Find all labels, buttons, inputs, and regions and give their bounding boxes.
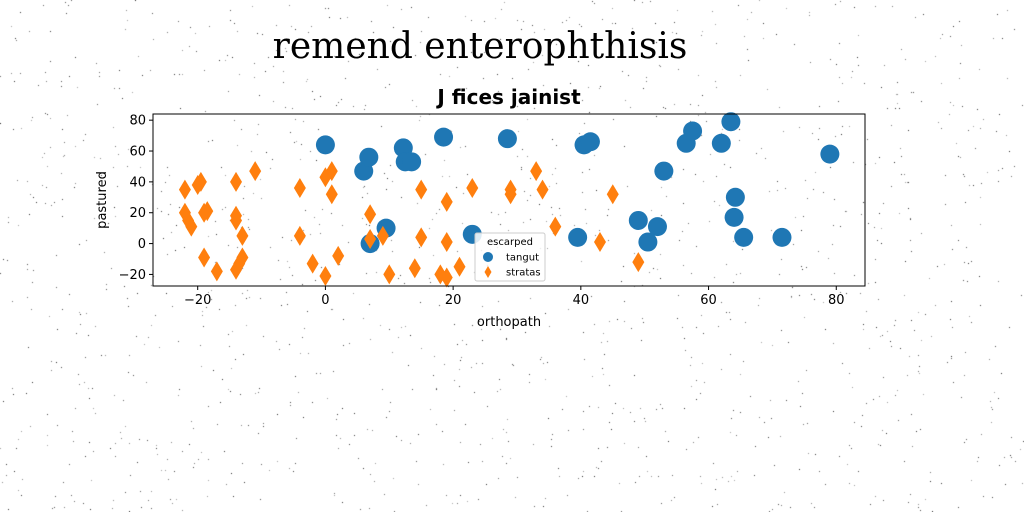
data-point-stratas (306, 253, 319, 274)
y-axis-ticks: −20 0 20 40 60 80 (119, 114, 153, 283)
legend-marker-stratas (484, 266, 492, 278)
x-tick-label: 80 (828, 293, 845, 308)
data-point-stratas (383, 264, 396, 285)
data-point-stratas (504, 179, 517, 200)
data-point-stratas (415, 179, 428, 200)
y-tick-label: 40 (129, 175, 146, 190)
data-point-stratas (593, 232, 606, 253)
data-point-stratas (230, 210, 243, 231)
x-axis-label: orthopath (477, 315, 541, 330)
y-tick-label: 0 (138, 237, 146, 252)
axes-frame (152, 113, 866, 287)
y-tick-label: 20 (129, 206, 146, 221)
data-point-tangut (638, 232, 658, 252)
data-point-tangut (359, 147, 379, 167)
figure-suptitle: remend enterophthisis (272, 26, 688, 67)
x-tick-label: 40 (573, 293, 590, 308)
data-point-stratas (319, 265, 332, 286)
data-point-stratas (210, 261, 223, 282)
x-tick-label: 0 (321, 293, 329, 308)
data-point-tangut (724, 207, 744, 227)
series-tangut (315, 112, 840, 254)
data-point-stratas (325, 184, 338, 205)
data-point-tangut (628, 210, 648, 230)
y-axis-label: pastured (95, 171, 110, 229)
data-point-stratas (230, 171, 243, 192)
data-point-tangut (315, 135, 335, 155)
data-point-stratas (549, 216, 562, 237)
x-tick-label: 20 (445, 293, 462, 308)
legend-box (474, 232, 546, 282)
data-point-stratas (249, 161, 262, 182)
data-point-stratas (201, 201, 214, 222)
data-point-tangut (647, 217, 667, 237)
y-tick-label: −20 (119, 268, 146, 283)
chart-title: J fices jainist (437, 85, 581, 109)
data-point-stratas (332, 245, 345, 266)
data-point-stratas (530, 161, 543, 182)
data-point-tangut (683, 121, 703, 141)
data-point-tangut (497, 129, 517, 149)
data-point-tangut (580, 132, 600, 152)
series-stratas (178, 161, 645, 288)
x-axis-ticks: −20 0 20 40 60 80 (184, 286, 845, 308)
data-point-stratas (293, 225, 306, 246)
data-point-stratas (364, 228, 377, 249)
x-tick-label: 60 (700, 293, 717, 308)
data-point-stratas (236, 225, 249, 246)
data-point-stratas (440, 232, 453, 253)
data-point-tangut (725, 187, 745, 207)
x-tick-label: −20 (184, 293, 211, 308)
legend-label-tangut: tangut (506, 253, 539, 264)
data-point-tangut (568, 227, 588, 247)
legend-label-stratas: stratas (506, 268, 541, 279)
data-point-stratas (453, 256, 466, 277)
data-point-stratas (440, 267, 453, 288)
data-point-tangut (711, 133, 731, 153)
data-point-tangut (654, 161, 674, 181)
data-point-stratas (466, 178, 479, 199)
marks-layer (178, 112, 840, 288)
data-point-stratas (198, 247, 211, 268)
legend-entries: tangut stratas (483, 252, 541, 279)
data-point-stratas (415, 227, 428, 248)
data-point-stratas (606, 184, 619, 205)
data-point-stratas (364, 204, 377, 225)
data-point-tangut (734, 227, 754, 247)
data-point-stratas (536, 179, 549, 200)
data-point-tangut (820, 144, 840, 164)
data-point-stratas (376, 225, 389, 246)
y-tick-label: 80 (129, 114, 146, 129)
data-point-stratas (408, 258, 421, 279)
legend: escarped tangut stratas (474, 232, 546, 282)
data-point-tangut (393, 138, 413, 158)
data-point-stratas (194, 171, 207, 192)
data-point-stratas (440, 191, 453, 212)
data-point-tangut (402, 152, 422, 172)
data-point-stratas (185, 216, 198, 237)
data-point-stratas (632, 252, 645, 273)
data-point-tangut (772, 227, 792, 247)
legend-marker-tangut (483, 252, 493, 262)
y-tick-label: 60 (129, 145, 146, 160)
data-point-stratas (236, 247, 249, 268)
data-point-stratas (178, 179, 191, 200)
data-point-stratas (293, 178, 306, 199)
legend-title: escarped (487, 237, 533, 248)
data-point-tangut (434, 127, 454, 147)
data-point-stratas (325, 161, 338, 182)
data-point-tangut (721, 112, 741, 132)
